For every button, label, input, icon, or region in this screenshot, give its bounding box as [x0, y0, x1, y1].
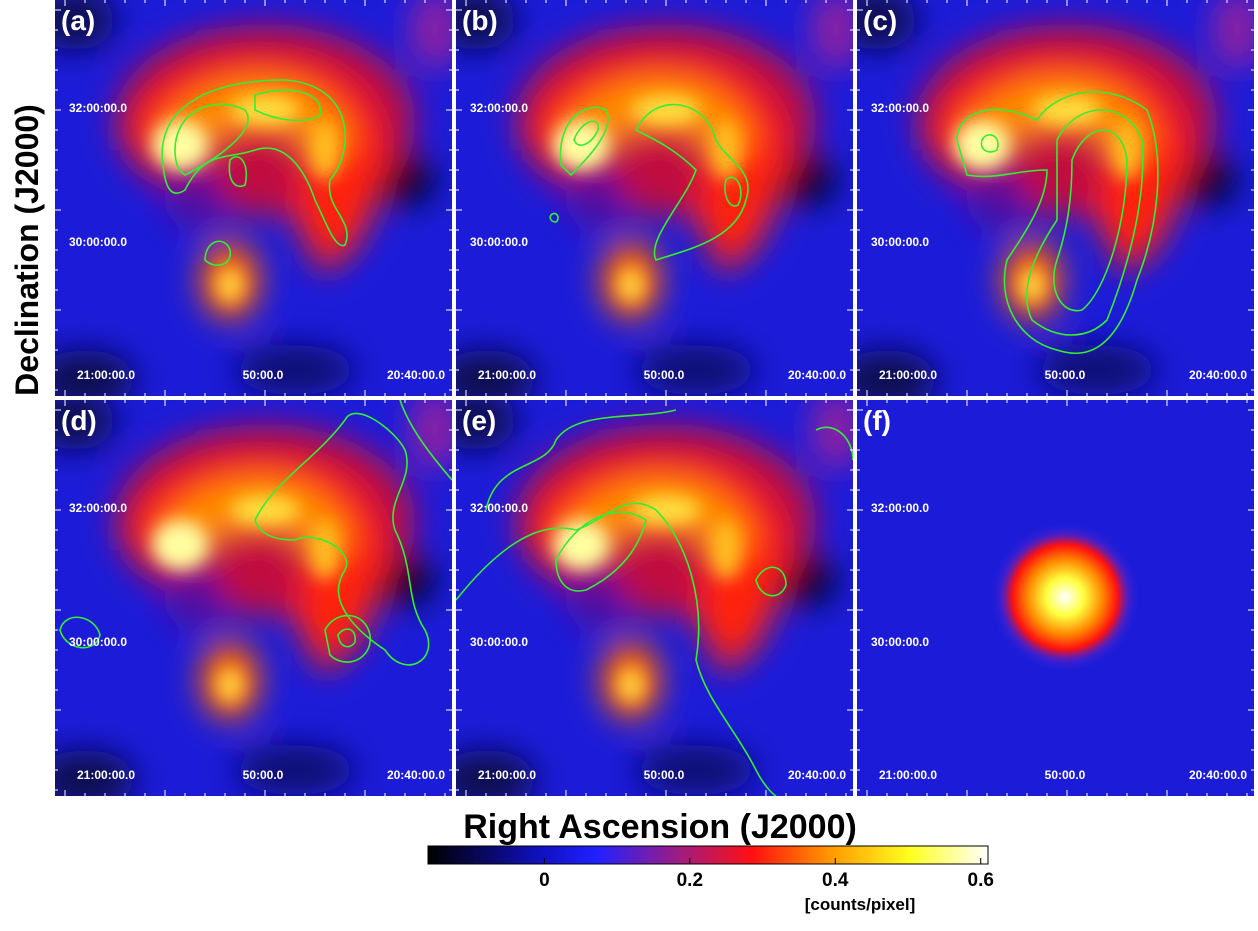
- dec-tick-label: 32:00:00.0: [69, 501, 127, 515]
- contour: [724, 176, 742, 207]
- colorbar-tick-label: 0.6: [968, 870, 994, 891]
- dec-tick-label: 32:00:00.0: [470, 101, 528, 115]
- ra-tick-label: 21:00:00.0: [478, 768, 536, 782]
- contour: [573, 120, 599, 146]
- contour: [399, 400, 452, 481]
- image: [857, 400, 1254, 796]
- panel-label: (f): [863, 405, 891, 436]
- panel: (b) 32:00:00.0 30:00:00.0 21:00:00.0 50:00.0…: [436, 0, 861, 410]
- panel-label: (d): [61, 405, 97, 436]
- contour: [324, 614, 371, 663]
- y-axis-label: Declination (J2000): [9, 104, 45, 396]
- contour: [59, 616, 101, 649]
- contour: [204, 240, 231, 266]
- ra-tick-label: 50:00.0: [1045, 368, 1086, 382]
- dec-tick-label: 30:00:00.0: [871, 235, 929, 249]
- contour: [485, 409, 677, 511]
- ra-tick-label: 20:40:00.0: [1189, 368, 1247, 382]
- panel: (e) 32:00:00.0 30:00:00.0 21:00:00.0 50:00.0…: [436, 390, 861, 810]
- ra-tick-label: 50:00.0: [1045, 768, 1086, 782]
- ra-tick-label: 50:00.0: [243, 768, 284, 782]
- colorbar-tick-label: 0.4: [822, 870, 849, 891]
- panel: (f) 32:00:00.0 30:00:00.0 21:00:00.0 50:00.0…: [857, 400, 1254, 796]
- contour: [1053, 129, 1128, 312]
- dec-tick-label: 32:00:00.0: [69, 101, 127, 115]
- colorbar-unit: [counts/pixel]: [805, 895, 916, 914]
- image: [436, 0, 861, 410]
- contour: [549, 212, 559, 223]
- contour: [815, 426, 853, 461]
- ra-tick-label: 20:40:00.0: [788, 368, 846, 382]
- contour: [555, 511, 647, 592]
- dec-tick-label: 30:00:00.0: [69, 235, 127, 249]
- contour: [634, 103, 749, 261]
- image: [35, 390, 460, 810]
- contour: [456, 502, 777, 796]
- panel: (d) 32:00:00.0 30:00:00.0 21:00:00.0 50:00.0…: [35, 390, 460, 810]
- contour: [1026, 109, 1144, 336]
- ra-tick-label: 21:00:00.0: [879, 368, 937, 382]
- image: [436, 390, 861, 810]
- ra-tick-label: 21:00:00.0: [879, 768, 937, 782]
- dec-tick-label: 32:00:00.0: [871, 501, 929, 515]
- panel: (c) 32:00:00.0 30:00:00.0 21:00:00.0 50:00.0…: [837, 0, 1258, 410]
- panel-label: (c): [863, 5, 897, 36]
- ra-tick-label: 21:00:00.0: [77, 368, 135, 382]
- contour: [559, 106, 609, 177]
- panel: (a) 32:00:00.0 30:00:00.0 21:00:00.0 50:00.0…: [35, 0, 460, 410]
- ra-tick-label: 50:00.0: [644, 768, 685, 782]
- panel-label: (b): [462, 5, 498, 36]
- ra-tick-label: 50:00.0: [644, 368, 685, 382]
- ra-tick-label: 21:00:00.0: [77, 768, 135, 782]
- dec-tick-label: 30:00:00.0: [69, 635, 127, 649]
- image: [837, 0, 1258, 410]
- ra-tick-label: 20:40:00.0: [1189, 768, 1247, 782]
- contour: [228, 156, 248, 187]
- dec-tick-label: 32:00:00.0: [470, 501, 528, 515]
- ra-tick-label: 20:40:00.0: [788, 768, 846, 782]
- dec-tick-label: 32:00:00.0: [871, 101, 929, 115]
- ra-tick-label: 20:40:00.0: [387, 368, 445, 382]
- ra-tick-label: 20:40:00.0: [387, 768, 445, 782]
- dec-tick-label: 30:00:00.0: [470, 635, 528, 649]
- image: [35, 0, 460, 410]
- contour: [254, 412, 430, 666]
- dec-tick-label: 30:00:00.0: [470, 235, 528, 249]
- dec-tick-label: 30:00:00.0: [871, 635, 929, 649]
- x-axis-label: Right Ascension (J2000): [463, 808, 857, 846]
- contour: [254, 89, 322, 122]
- ra-tick-label: 50:00.0: [243, 368, 284, 382]
- contour: [956, 91, 1159, 354]
- contour: [755, 566, 787, 597]
- panel-label: (a): [61, 5, 95, 36]
- ra-tick-label: 21:00:00.0: [478, 368, 536, 382]
- contour: [980, 134, 999, 153]
- colorbar-tick-label: 0.2: [677, 870, 703, 891]
- colorbar: [427, 845, 989, 865]
- panel-label: (e): [462, 405, 496, 436]
- contour: [174, 103, 249, 176]
- colorbar-tick-label: 0: [539, 870, 550, 891]
- contour: [337, 628, 356, 648]
